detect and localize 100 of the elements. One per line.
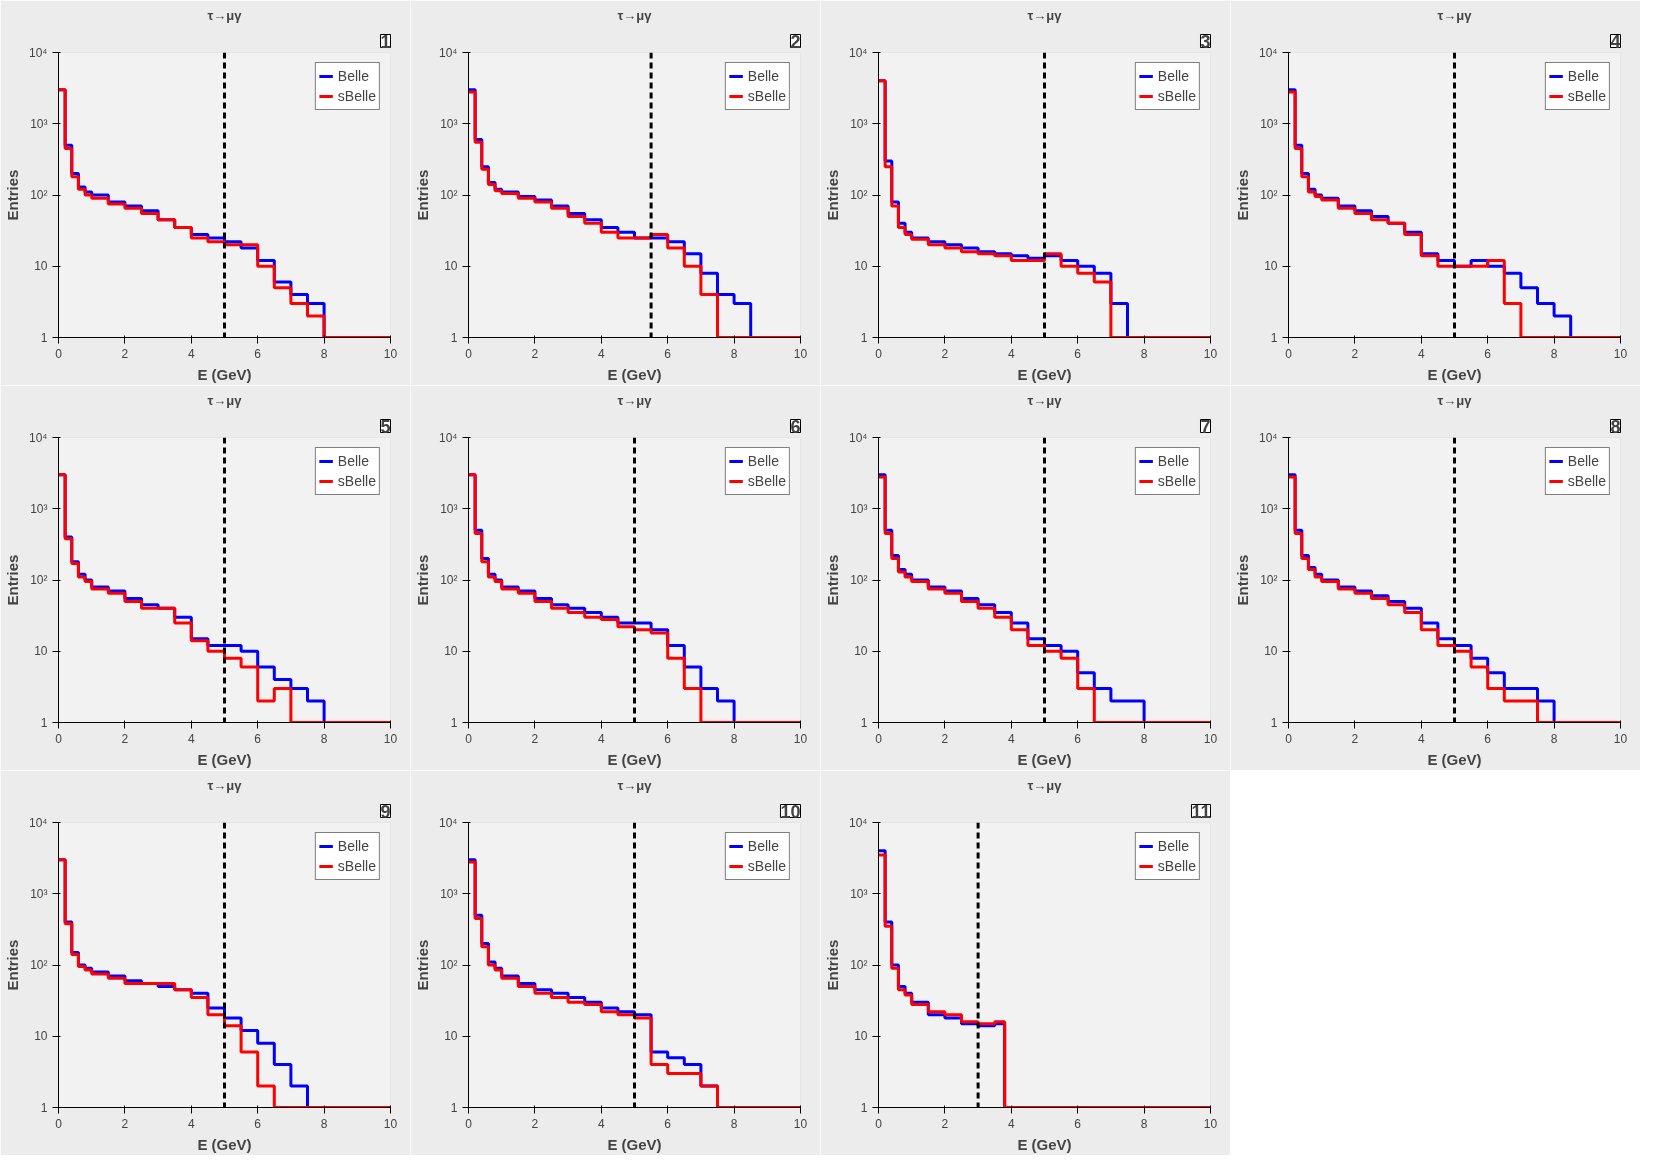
y-tick-label: 10 — [444, 644, 458, 659]
y-tick-label: 10² — [850, 188, 868, 202]
x-tick-label: 8 — [730, 731, 738, 746]
y-tick-label: 10 — [444, 1029, 458, 1044]
chart-title: τ→μγ — [1437, 392, 1473, 408]
x-tick-label: 0 — [55, 1116, 63, 1131]
y-axis-title: Entries — [414, 554, 431, 606]
y-tick-label: 10² — [850, 958, 868, 972]
legend-label: Belle — [337, 453, 369, 469]
y-tick-label: 10³ — [850, 116, 868, 131]
legend-label: Belle — [1157, 68, 1189, 84]
y-tick-label: 10⁴ — [29, 45, 48, 60]
x-tick-label: 8 — [1140, 1116, 1148, 1131]
x-tick-label: 0 — [875, 1116, 883, 1131]
x-tick-label: 0 — [465, 346, 473, 361]
text: 10 — [780, 801, 801, 822]
legend-label: sBelle — [747, 473, 786, 489]
y-tick-label: 10 — [444, 259, 458, 274]
y-tick-label: 10⁴ — [29, 430, 48, 445]
y-tick-label: 1 — [450, 330, 458, 345]
legend-label: Belle — [337, 68, 369, 84]
x-tick-label: 2 — [531, 1116, 539, 1131]
x-tick-label: 6 — [1074, 731, 1082, 746]
x-tick-label: 8 — [730, 346, 738, 361]
y-axis-title: Entries — [4, 169, 21, 221]
y-axis-title: Entries — [824, 554, 841, 606]
x-tick-label: 4 — [187, 1116, 195, 1131]
y-tick-label: 10³ — [850, 886, 868, 901]
chart-title: τ→μγ — [1437, 7, 1473, 23]
x-tick-label: 10 — [793, 1116, 808, 1131]
x-tick-label: 0 — [875, 346, 883, 361]
y-axis-title: Entries — [4, 554, 21, 606]
x-tick-label: 8 — [730, 1116, 738, 1131]
x-tick-label: 4 — [1007, 731, 1015, 746]
text: 2 — [790, 31, 801, 52]
y-tick-label: 10² — [440, 958, 458, 972]
x-tick-label: 6 — [664, 1116, 672, 1131]
y-tick-label: 10 — [34, 259, 48, 274]
x-tick-label: 2 — [941, 346, 949, 361]
y-tick-label: 1 — [860, 1100, 868, 1115]
x-axis-title: E (GeV) — [1427, 750, 1482, 768]
legend-label: sBelle — [1567, 88, 1606, 104]
y-tick-label: 10³ — [30, 116, 48, 131]
x-tick-label: 8 — [320, 346, 328, 361]
text: 8 — [1610, 416, 1621, 437]
x-tick-label: 2 — [121, 731, 129, 746]
x-tick-label: 10 — [383, 731, 398, 746]
y-tick-label: 10⁴ — [29, 815, 48, 830]
x-tick-label: 8 — [320, 731, 328, 746]
x-tick-label: 0 — [465, 1116, 473, 1131]
y-tick-label: 10 — [854, 644, 868, 659]
y-tick-label: 10⁴ — [849, 45, 868, 60]
legend-label: sBelle — [747, 88, 786, 104]
y-tick-label: 10⁴ — [439, 45, 458, 60]
y-tick-label: 10³ — [1260, 501, 1278, 516]
x-tick-label: 6 — [1074, 1116, 1082, 1131]
y-tick-label: 10⁴ — [1259, 430, 1278, 445]
y-tick-label: 1 — [40, 715, 48, 730]
chart-title: τ→μγ — [1027, 777, 1063, 793]
legend-label: Belle — [1157, 838, 1189, 854]
y-axis-title: Entries — [824, 939, 841, 991]
y-tick-label: 1 — [40, 330, 48, 345]
x-tick-label: 4 — [1007, 1116, 1015, 1131]
legend-label: sBelle — [1157, 858, 1196, 874]
x-tick-label: 0 — [875, 731, 883, 746]
x-tick-label: 10 — [1203, 731, 1218, 746]
x-axis-title: E (GeV) — [1017, 1135, 1072, 1153]
x-tick-label: 10 — [793, 731, 808, 746]
x-axis-title: E (GeV) — [197, 750, 252, 768]
x-tick-label: 4 — [597, 731, 605, 746]
y-tick-label: 10⁴ — [439, 430, 458, 445]
x-tick-label: 6 — [1074, 346, 1082, 361]
legend-label: Belle — [747, 453, 779, 469]
y-axis-title: Entries — [1234, 169, 1251, 221]
x-tick-label: 6 — [254, 731, 262, 746]
y-tick-label: 10² — [30, 188, 48, 202]
x-tick-label: 4 — [1417, 731, 1425, 746]
text: 6 — [790, 416, 801, 437]
x-axis-title: E (GeV) — [197, 365, 252, 383]
x-tick-label: 2 — [531, 346, 539, 361]
chart-title: τ→μγ — [617, 392, 653, 408]
x-tick-label: 8 — [1140, 731, 1148, 746]
x-tick-label: 6 — [254, 346, 262, 361]
y-tick-label: 10 — [34, 1029, 48, 1044]
legend-label: sBelle — [1567, 473, 1606, 489]
legend-label: sBelle — [747, 858, 786, 874]
x-tick-label: 0 — [465, 731, 473, 746]
x-tick-label: 6 — [254, 1116, 262, 1131]
x-tick-label: 4 — [1007, 346, 1015, 361]
y-tick-label: 1 — [450, 1100, 458, 1115]
x-tick-label: 0 — [55, 731, 63, 746]
y-tick-label: 1 — [860, 715, 868, 730]
text: 7 — [1200, 416, 1211, 437]
x-tick-label: 0 — [1285, 731, 1293, 746]
chart-title: τ→μγ — [207, 777, 243, 793]
y-tick-label: 10³ — [440, 886, 458, 901]
y-tick-label: 10² — [850, 573, 868, 587]
x-tick-label: 8 — [1550, 731, 1558, 746]
x-axis-title: E (GeV) — [607, 1135, 662, 1153]
legend-label: Belle — [337, 838, 369, 854]
